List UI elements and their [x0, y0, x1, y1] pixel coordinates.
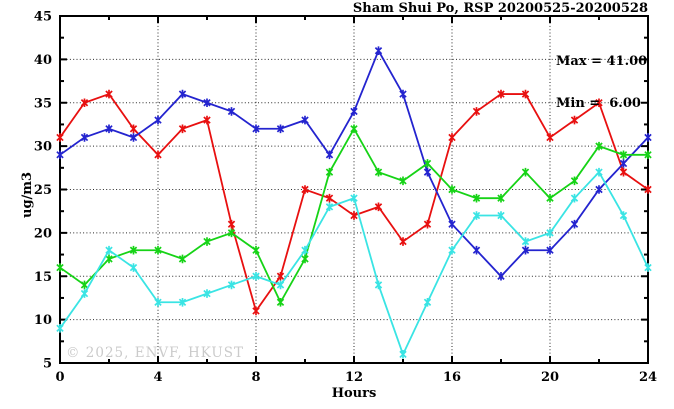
max-value-label: Max = 41.00 — [556, 54, 648, 69]
y-tick-label: 35 — [34, 96, 52, 111]
x-tick-label: 16 — [443, 370, 461, 385]
series-cyan-markers — [56, 167, 652, 359]
series-green — [56, 124, 652, 307]
y-tick-label: 5 — [43, 357, 52, 372]
y-tick-label: 30 — [34, 140, 52, 155]
min-value-label: Min = 6.00 — [556, 96, 641, 111]
y-tick-label: 20 — [34, 226, 52, 241]
series-red-markers — [56, 89, 652, 316]
x-tick-label: 12 — [345, 370, 363, 385]
series-cyan — [56, 167, 652, 359]
x-axis-title: Hours — [331, 386, 377, 401]
gridlines — [60, 16, 648, 363]
x-tick-label: 0 — [55, 370, 64, 385]
y-tick-label: 10 — [34, 313, 52, 328]
chart-title: Sham Shui Po, RSP 20200525-20200528 — [352, 1, 648, 16]
x-tick-label: 8 — [251, 370, 260, 385]
x-tick-labels: 0 4 8 12 16 20 24 — [55, 370, 657, 385]
y-axis-title: ug/m3 — [20, 171, 35, 218]
x-tick-label: 4 — [153, 370, 162, 385]
x-tick-label: 24 — [639, 370, 657, 385]
maxmin-annotation: Max = 41.00 Min = 6.00 — [556, 27, 647, 139]
series-blue — [56, 46, 652, 281]
series-green-markers — [56, 124, 652, 307]
series-blue-markers — [56, 46, 652, 281]
watermark: © 2025, ENVF, HKUST — [66, 345, 245, 361]
y-tick-label: 40 — [34, 53, 52, 68]
y-tick-label: 45 — [34, 10, 52, 25]
x-tick-label: 20 — [541, 370, 559, 385]
y-tick-labels: 5 10 15 20 25 30 35 40 45 — [34, 10, 52, 372]
y-tick-label: 25 — [34, 183, 52, 198]
series-red — [56, 89, 652, 316]
y-tick-label: 15 — [34, 270, 52, 285]
